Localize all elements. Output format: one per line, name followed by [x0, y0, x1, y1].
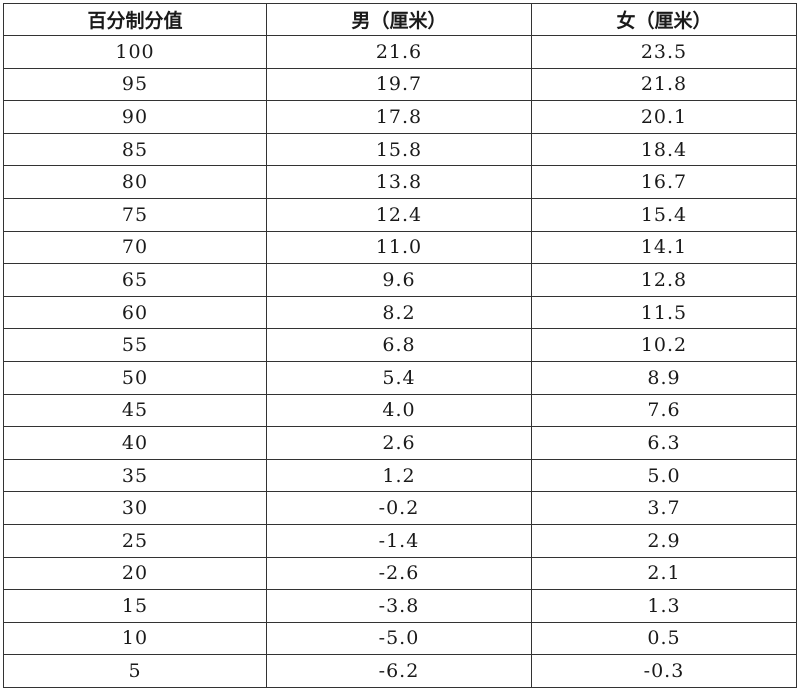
cell-male: -3.8	[266, 589, 532, 623]
header-female: 女（厘米）	[531, 3, 797, 36]
cell-score: 40	[3, 426, 267, 460]
table-row: 20 -2.6 2.1	[3, 556, 797, 591]
cell-female: -0.3	[531, 654, 797, 688]
table-row: 65 9.6 12.8	[3, 263, 797, 297]
table-body: 100 21.6 23.5 95 19.7 21.8 90 17.8 20.1 85 15.8 18.…	[3, 35, 797, 688]
cell-score: 100	[3, 35, 267, 69]
cell-male: 12.4	[266, 197, 532, 232]
cell-score: 15	[3, 589, 267, 623]
cell-female: 1.3	[531, 589, 797, 623]
cell-score: 55	[3, 328, 267, 362]
cell-female: 18.4	[531, 132, 797, 167]
cell-score: 90	[3, 100, 267, 134]
table-row: 35 1.2 5.0	[3, 458, 797, 493]
table-row: 80 13.8 16.7	[3, 165, 797, 199]
cell-female: 23.5	[531, 35, 797, 69]
cell-male: 2.6	[266, 426, 532, 460]
header-row: 百分制分值 男（厘米） 女（厘米）	[3, 3, 797, 36]
cell-score: 35	[3, 458, 267, 493]
table-row: 100 21.6 23.5	[3, 35, 797, 69]
cell-score: 75	[3, 197, 267, 232]
table-row: 70 11.0 14.1	[3, 230, 797, 265]
cell-score: 60	[3, 295, 267, 330]
cell-male: 17.8	[266, 100, 532, 134]
cell-female: 12.8	[531, 263, 797, 297]
table-row: 60 8.2 11.5	[3, 295, 797, 330]
table-row: 10 -5.0 0.5	[3, 621, 797, 656]
cell-female: 11.5	[531, 295, 797, 330]
cell-female: 16.7	[531, 165, 797, 199]
cell-male: -0.2	[266, 491, 532, 525]
cell-female: 20.1	[531, 100, 797, 134]
table-row: 15 -3.8 1.3	[3, 589, 797, 623]
cell-score: 20	[3, 556, 267, 591]
cell-female: 14.1	[531, 230, 797, 265]
cell-male: -1.4	[266, 523, 532, 558]
table-row: 55 6.8 10.2	[3, 328, 797, 362]
table-row: 25 -1.4 2.9	[3, 523, 797, 558]
cell-female: 2.1	[531, 556, 797, 591]
cell-female: 2.9	[531, 523, 797, 558]
header-male: 男（厘米）	[266, 3, 532, 36]
cell-male: 11.0	[266, 230, 532, 265]
cell-male: 6.8	[266, 328, 532, 362]
cell-score: 65	[3, 263, 267, 297]
cell-score: 10	[3, 621, 267, 656]
cell-score: 5	[3, 654, 267, 688]
cell-female: 15.4	[531, 197, 797, 232]
table-row: 85 15.8 18.4	[3, 132, 797, 167]
cell-score: 70	[3, 230, 267, 265]
cell-female: 21.8	[531, 67, 797, 102]
table-row: 75 12.4 15.4	[3, 197, 797, 232]
table-row: 45 4.0 7.6	[3, 393, 797, 428]
cell-score: 50	[3, 360, 267, 395]
table-row: 40 2.6 6.3	[3, 426, 797, 460]
cell-score: 85	[3, 132, 267, 167]
cell-male: 8.2	[266, 295, 532, 330]
cell-male: -2.6	[266, 556, 532, 591]
header-score: 百分制分值	[3, 3, 267, 36]
cell-score: 45	[3, 393, 267, 428]
cell-male: 19.7	[266, 67, 532, 102]
cell-male: 1.2	[266, 458, 532, 493]
cell-score: 80	[3, 165, 267, 199]
cell-female: 3.7	[531, 491, 797, 525]
cell-female: 8.9	[531, 360, 797, 395]
cell-male: -6.2	[266, 654, 532, 688]
cell-female: 6.3	[531, 426, 797, 460]
cell-male: 13.8	[266, 165, 532, 199]
cell-male: 15.8	[266, 132, 532, 167]
table-row: 30 -0.2 3.7	[3, 491, 797, 525]
cell-male: -5.0	[266, 621, 532, 656]
table-row: 50 5.4 8.9	[3, 360, 797, 395]
cell-female: 10.2	[531, 328, 797, 362]
cell-female: 7.6	[531, 393, 797, 428]
cell-score: 95	[3, 67, 267, 102]
cell-female: 5.0	[531, 458, 797, 493]
table-row: 95 19.7 21.8	[3, 67, 797, 102]
cell-score: 30	[3, 491, 267, 525]
cell-male: 5.4	[266, 360, 532, 395]
cell-male: 9.6	[266, 263, 532, 297]
table-row: 90 17.8 20.1	[3, 100, 797, 134]
cell-male: 4.0	[266, 393, 532, 428]
score-table: 百分制分值 男（厘米） 女（厘米） 100 21.6 23.5 95 19.7 21.8 9…	[3, 3, 797, 688]
cell-score: 25	[3, 523, 267, 558]
table-row: 5 -6.2 -0.3	[3, 654, 797, 688]
cell-male: 21.6	[266, 35, 532, 69]
cell-female: 0.5	[531, 621, 797, 656]
